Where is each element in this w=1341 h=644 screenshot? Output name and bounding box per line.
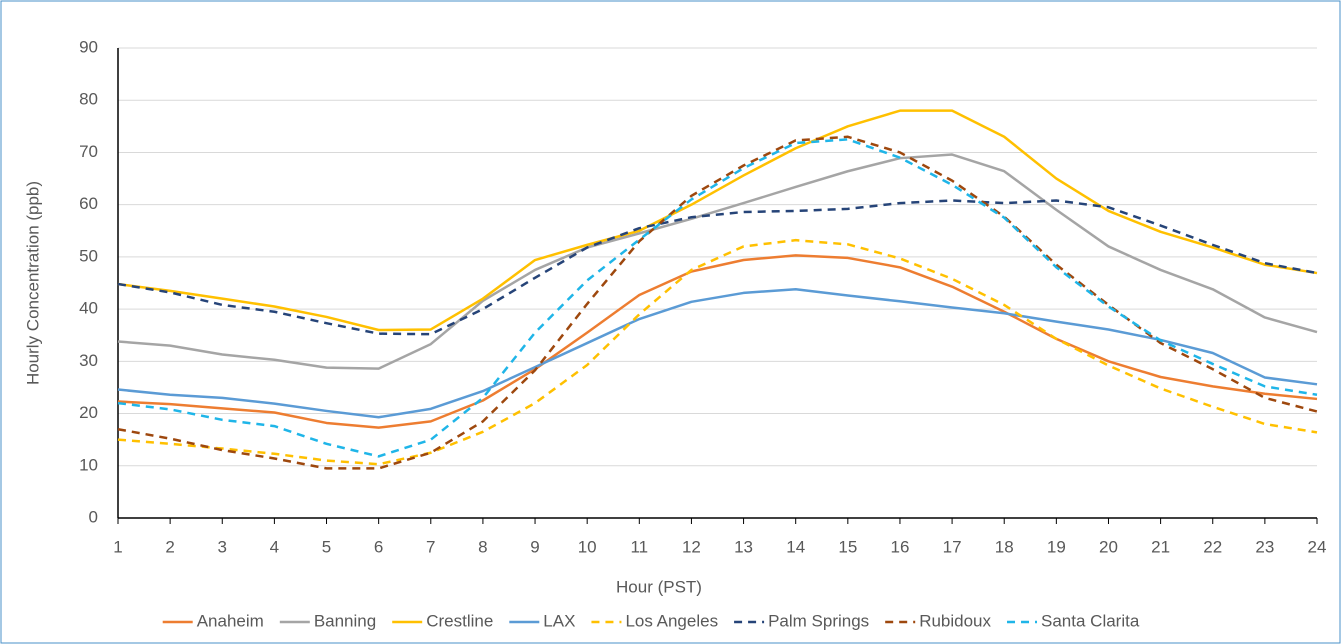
x-tick-label: 22 (1203, 537, 1222, 556)
x-tick-label: 21 (1151, 537, 1170, 556)
x-tick-label: 24 (1308, 537, 1327, 556)
y-tick-label: 20 (79, 403, 98, 422)
legend-label: Banning (314, 611, 376, 630)
y-tick-label: 50 (79, 246, 98, 265)
y-tick-label: 80 (79, 90, 98, 109)
y-tick-label: 70 (79, 142, 98, 161)
x-axis-label: Hour (PST) (616, 577, 702, 596)
legend-label: Santa Clarita (1041, 611, 1140, 630)
series-line (117, 135, 1318, 470)
legend-label: Palm Springs (768, 611, 869, 630)
x-tick-label: 16 (890, 537, 909, 556)
x-tick-label: 4 (270, 537, 279, 556)
y-tick-label: 60 (79, 194, 98, 213)
series-line (117, 254, 1318, 429)
y-tick-label: 90 (79, 37, 98, 56)
x-tick-label: 13 (734, 537, 753, 556)
legend-label: Crestline (426, 611, 493, 630)
series-line (117, 109, 1318, 332)
x-tick-label: 20 (1099, 537, 1118, 556)
legend-label: LAX (543, 611, 575, 630)
series-line (117, 153, 1318, 370)
x-tick-label: 2 (165, 537, 174, 556)
x-tick-label: 3 (218, 537, 227, 556)
x-tick-label: 14 (786, 537, 805, 556)
x-tick-label: 8 (478, 537, 487, 556)
x-tick-label: 15 (838, 537, 857, 556)
legend-label: Los Angeles (625, 611, 718, 630)
x-tick-label: 9 (530, 537, 539, 556)
series-line (117, 238, 1318, 466)
x-tick-label: 6 (374, 537, 383, 556)
x-tick-label: 10 (578, 537, 597, 556)
legend-label: Anaheim (197, 611, 264, 630)
x-tick-label: 17 (943, 537, 962, 556)
legend-label: Rubidoux (919, 611, 991, 630)
y-tick-label: 10 (79, 455, 98, 474)
x-tick-label: 23 (1255, 537, 1274, 556)
x-tick-label: 12 (682, 537, 701, 556)
series-line (117, 199, 1318, 336)
y-tick-label: 0 (89, 507, 98, 526)
x-tick-label: 11 (630, 537, 648, 556)
y-axis-label: Hourly Concentration (ppb) (23, 181, 42, 385)
x-tick-label: 7 (426, 537, 435, 556)
series-line (117, 288, 1318, 419)
x-tick-label: 5 (322, 537, 331, 556)
y-tick-label: 40 (79, 299, 98, 318)
x-tick-label: 19 (1047, 537, 1066, 556)
y-tick-label: 30 (79, 351, 98, 370)
x-tick-label: 1 (113, 537, 122, 556)
x-tick-label: 18 (995, 537, 1014, 556)
